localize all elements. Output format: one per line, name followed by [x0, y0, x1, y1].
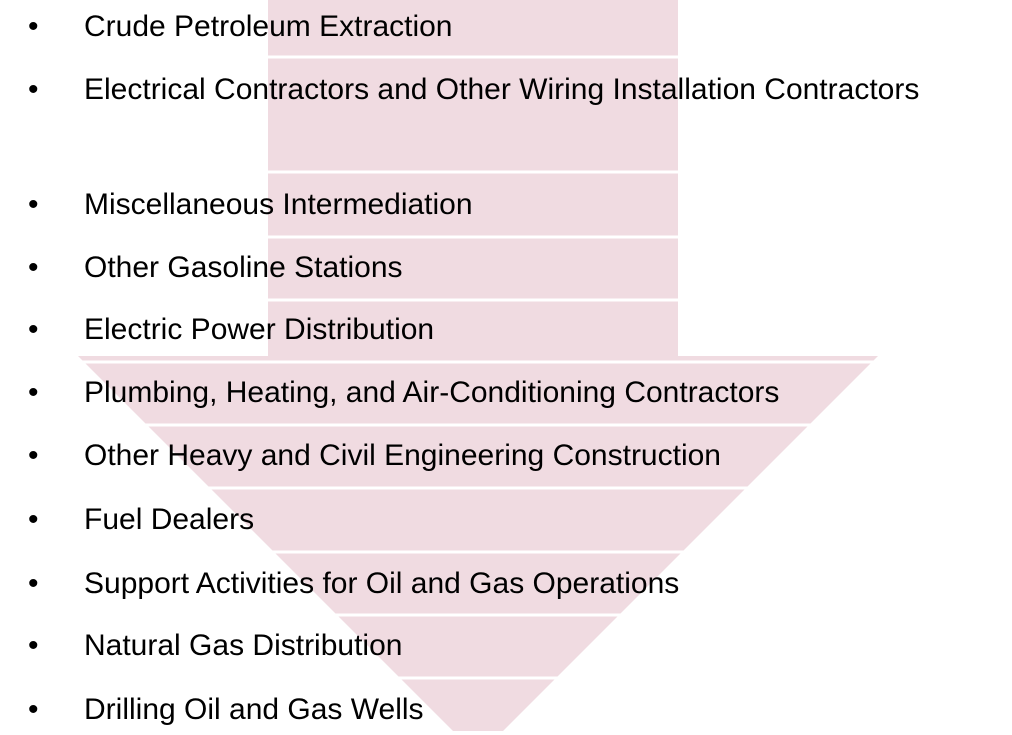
item-text: Other Gasoline Stations	[84, 251, 403, 284]
item-text: Drilling Oil and Gas Wells	[84, 693, 424, 726]
item-text: Crude Petroleum Extraction	[84, 10, 453, 43]
item-text: Plumbing, Heating, and Air-Conditioning …	[84, 376, 780, 409]
bullet: •	[28, 251, 39, 284]
item-text: Electrical Contractors and Other Wiring …	[84, 73, 920, 106]
bullet: •	[28, 503, 39, 536]
bullet: •	[28, 188, 39, 221]
bullet: •	[28, 10, 39, 43]
item-text: Other Heavy and Civil Engineering Constr…	[84, 439, 721, 472]
bullet: •	[28, 73, 39, 106]
row-separators	[0, 55, 1012, 680]
item-text: Fuel Dealers	[84, 503, 255, 536]
item-text: Natural Gas Distribution	[84, 629, 403, 662]
bullet: •	[28, 693, 39, 726]
item-text: Miscellaneous Intermediation	[84, 188, 473, 221]
bullet: •	[28, 629, 39, 662]
bullet: •	[28, 313, 39, 346]
bullet: •	[28, 439, 39, 472]
item-text: Electric Power Distribution	[84, 313, 435, 346]
bullet: •	[28, 567, 39, 600]
bullet: •	[28, 376, 39, 409]
item-text: Support Activities for Oil and Gas Opera…	[84, 567, 680, 600]
arrow	[78, 0, 878, 731]
